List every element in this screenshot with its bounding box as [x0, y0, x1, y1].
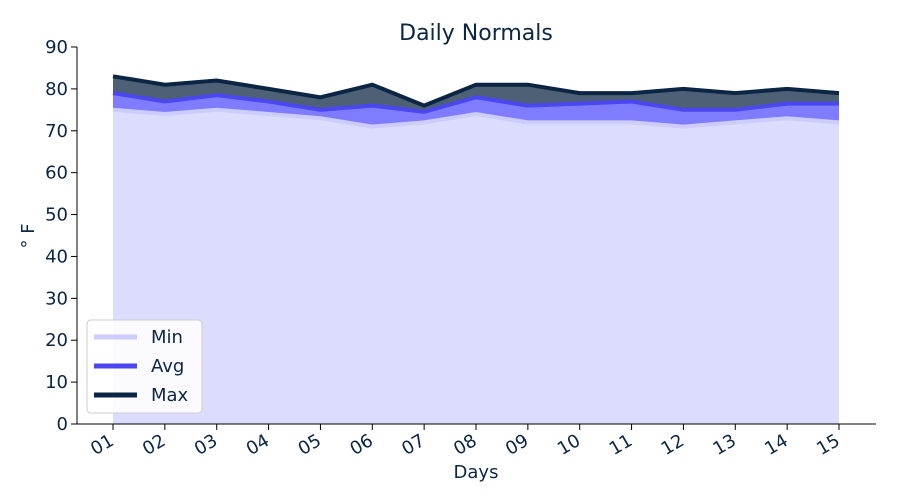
line-avg: [112, 91, 839, 114]
y-tick-label: 10: [45, 372, 68, 393]
y-tick-label: 90: [45, 37, 68, 58]
chart-title: Daily Normals: [399, 21, 553, 46]
legend-label-avg: Avg: [151, 356, 184, 377]
line-max: [112, 74, 840, 108]
line-min: [112, 107, 840, 129]
y-tick-label: 20: [45, 330, 68, 351]
y-ticks: 0 10 20 30 40 50 60 70 80 90: [45, 37, 77, 435]
y-tick-label: 40: [45, 246, 68, 267]
y-tick-label: 70: [45, 121, 68, 142]
legend: Min Avg Max: [86, 319, 203, 414]
area-min: [113, 109, 839, 425]
y-tick-label: 60: [45, 163, 68, 184]
legend-label-min: Min: [151, 327, 183, 348]
area-max: [113, 76, 839, 112]
area-avg: [113, 93, 839, 127]
y-tick-label: 30: [45, 288, 68, 309]
legend-label-max: Max: [151, 385, 189, 406]
series-lines: [112, 74, 840, 129]
y-tick-label: 0: [57, 414, 68, 435]
y-axis-title: ° F: [18, 223, 39, 248]
y-tick-label: 80: [45, 79, 68, 100]
y-tick-label: 50: [45, 205, 68, 226]
legend-frame: [86, 319, 203, 414]
area-layers: [113, 76, 839, 425]
x-axis-title: Days: [454, 462, 499, 483]
